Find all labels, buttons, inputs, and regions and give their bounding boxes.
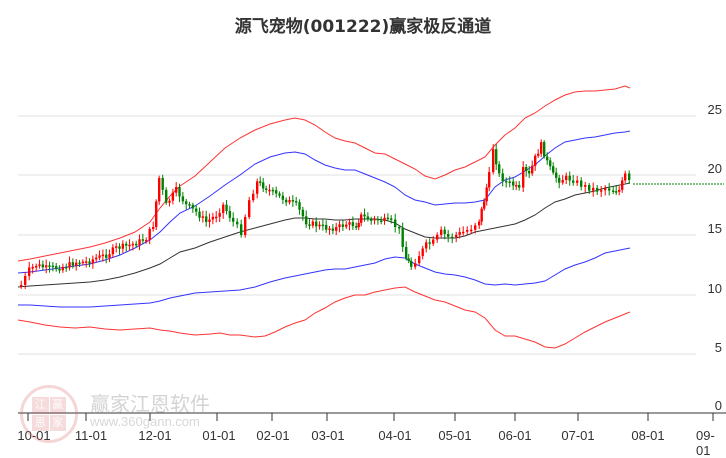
y-tick-0: 0 <box>714 398 722 413</box>
outer-lower-band <box>17 286 631 349</box>
y-tick-5: 5 <box>714 340 722 355</box>
y-tick-20: 20 <box>707 161 722 176</box>
x-tick-label: 08-01 <box>631 428 665 443</box>
outer-upper-band <box>17 85 631 262</box>
inner-lower-band <box>18 247 631 308</box>
x-axis <box>18 412 726 421</box>
x-tick-label: 05-01 <box>438 428 472 443</box>
watermark-logo-char: 江 <box>32 397 49 414</box>
x-tick-label: 02-01 <box>256 428 290 443</box>
x-tick-label: 01-01 <box>202 428 236 443</box>
chart-title: 源飞宠物(001222)赢家极反通道 <box>234 17 492 37</box>
x-tick-label: 07-01 <box>561 428 595 443</box>
y-tick-25: 25 <box>707 102 722 117</box>
watermark-logo-char: 赢 <box>49 397 66 414</box>
watermark-logo-char: 家 <box>49 414 66 431</box>
x-tick-label: 09-01 <box>696 428 715 458</box>
gridlines <box>18 115 696 355</box>
y-tick-15: 15 <box>707 221 722 236</box>
x-tick-label: 12-01 <box>138 428 172 443</box>
watermark-logo-char: 恩 <box>32 414 49 431</box>
x-tick-label: 04-01 <box>378 428 412 443</box>
candlesticks <box>20 139 631 289</box>
x-tick-label: 06-01 <box>498 428 532 443</box>
y-tick-10: 10 <box>707 281 722 296</box>
watermark-url: www.360gann.com <box>90 414 200 429</box>
watermark-brand: 赢家江恩软件 <box>90 392 210 416</box>
watermark-logo-icon: 江 赢 恩 家 <box>20 385 78 443</box>
x-tick-label: 03-01 <box>311 428 345 443</box>
x-tick-label: 11-01 <box>74 428 108 443</box>
